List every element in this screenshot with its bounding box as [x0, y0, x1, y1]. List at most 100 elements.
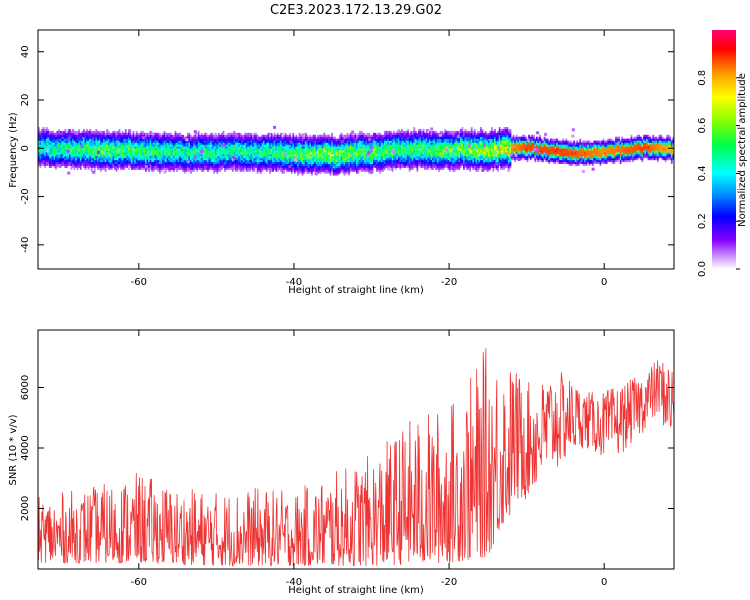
heatmap-cell [407, 156, 409, 159]
heatmap-cell [70, 148, 73, 151]
heatmap-cell [278, 157, 281, 161]
heatmap-cell [158, 167, 161, 170]
heatmap-cell [208, 156, 211, 159]
heatmap-cell [239, 136, 242, 139]
heatmap-cell [64, 165, 67, 168]
heatmap-cell [315, 146, 318, 149]
heatmap-cell [424, 146, 427, 149]
heatmap-cell [382, 167, 385, 170]
heatmap-cell [298, 148, 301, 151]
heatmap-cell [106, 128, 109, 132]
heatmap-cell [360, 154, 363, 157]
heatmap-cell [373, 159, 375, 163]
heatmap-cell [317, 165, 320, 168]
heatmap-cell [224, 163, 226, 166]
heatmap-cell [104, 159, 107, 163]
heatmap-cell [332, 146, 335, 149]
heatmap-cell [115, 148, 118, 151]
heatmap-cell [140, 161, 143, 165]
heatmap-cell [222, 136, 225, 139]
heatmap-cell [143, 140, 146, 143]
heatmap-cell [146, 142, 149, 145]
heatmap-cell [137, 163, 140, 166]
heatmap-cell [379, 165, 382, 168]
heatmap-cell [185, 140, 188, 143]
heatmap-cell [343, 156, 346, 159]
heatmap-cell [369, 165, 372, 168]
heatmap-cell [79, 167, 82, 170]
heatmap-cell [92, 148, 95, 151]
heatmap-cell [120, 140, 123, 143]
heatmap-cell [78, 163, 81, 166]
heatmap-cell [362, 132, 365, 136]
heatmap-cell [236, 146, 239, 149]
heatmap-cell [396, 152, 399, 155]
heatmap-cell [101, 157, 104, 161]
heatmap-cell [405, 144, 408, 147]
heatmap-cell [202, 150, 205, 153]
heatmap-cell [219, 134, 222, 137]
heatmap-cell [377, 154, 380, 157]
heatmap-cell [50, 161, 53, 165]
heatmap-cell [141, 144, 144, 147]
heatmap-cell [70, 140, 73, 143]
heatmap-cell [416, 163, 419, 166]
heatmap-cell [95, 138, 98, 141]
heatmap-cell [335, 169, 338, 172]
heatmap-cell [203, 161, 206, 165]
heatmap-cell [216, 136, 219, 139]
heatmap-cell [326, 163, 329, 166]
heatmap-cell [82, 161, 85, 165]
heatmap-cell [295, 144, 298, 147]
heatmap-cell [262, 154, 265, 157]
heatmap-cell [414, 132, 417, 136]
heatmap-cell [186, 152, 189, 155]
heatmap-cell [332, 152, 335, 155]
heatmap-cell [115, 169, 118, 172]
heatmap-cell [76, 142, 79, 145]
heatmap-cell [101, 161, 104, 165]
heatmap-cell [180, 159, 183, 163]
heatmap-cell [366, 159, 369, 163]
heatmap-cell [89, 163, 91, 166]
heatmap-cell [396, 136, 399, 139]
heatmap-cell [73, 136, 76, 139]
heatmap-cell [86, 142, 88, 145]
heatmap-cell [238, 142, 240, 145]
heatmap-cell [259, 169, 262, 172]
heatmap-cell [402, 150, 405, 153]
heatmap-cell [329, 156, 332, 159]
heatmap-cell [165, 161, 167, 165]
heatmap-cell [193, 136, 195, 139]
heatmap-cell [149, 140, 152, 143]
heatmap-cell [112, 161, 115, 165]
heatmap-cell [107, 140, 110, 143]
heatmap-cell [348, 165, 351, 168]
heatmap-cell [235, 148, 237, 151]
heatmap-cell [270, 161, 273, 165]
heatmap-cell [242, 146, 245, 149]
heatmap-cell [118, 136, 121, 139]
heatmap-cell [357, 161, 360, 165]
heatmap-cell [143, 156, 146, 159]
heatmap-cell [65, 144, 68, 147]
heatmap-cell [163, 136, 166, 139]
heatmap-cell [219, 144, 222, 147]
heatmap-cell [245, 169, 248, 172]
heatmap-cell [334, 173, 337, 176]
heatmap-cell [51, 154, 54, 157]
heatmap-cell [309, 165, 312, 168]
heatmap-cell [241, 156, 244, 159]
heatmap-cell [346, 152, 349, 155]
heatmap-cell [418, 154, 420, 157]
heatmap-cell [357, 144, 360, 147]
heatmap-cell [100, 161, 102, 165]
heatmap-cell [154, 138, 157, 141]
heatmap-cell [329, 173, 332, 176]
heatmap-cell [143, 132, 146, 136]
heatmap-cell [422, 136, 425, 139]
heatmap-cell [233, 167, 236, 170]
heatmap-cell [286, 142, 288, 145]
heatmap-cell [390, 134, 392, 137]
heatmap-cell [64, 157, 67, 161]
